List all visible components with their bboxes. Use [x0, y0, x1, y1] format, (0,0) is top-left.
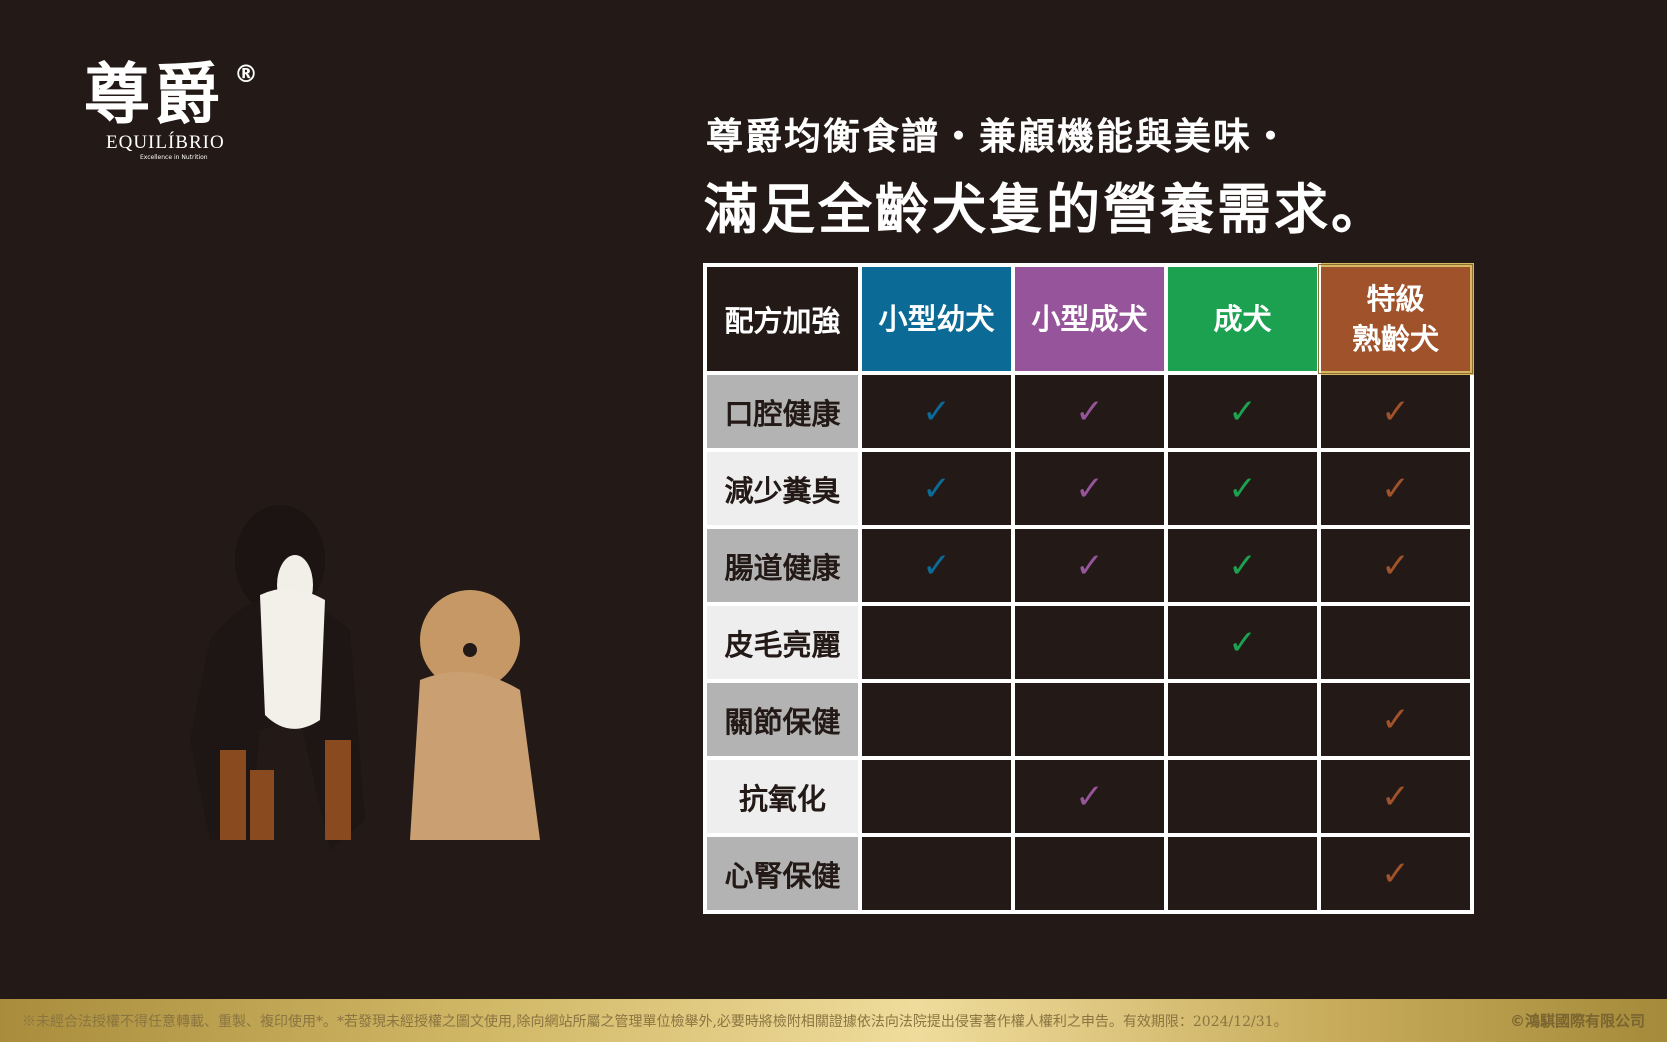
checkmark-icon: ✓: [1228, 545, 1257, 586]
brand-logo: 尊爵 ® EQUILÍBRIO Excellence in Nutrition: [84, 58, 264, 161]
table-cell: ✓: [1011, 371, 1168, 452]
table-cell: [858, 833, 1015, 914]
table-cell: [858, 679, 1015, 760]
formula-comparison-table: 配方加強 小型幼犬 小型成犬 成犬 特級 熟齡犬 口腔健康 ✓ ✓ ✓ ✓ 減少糞臭 ✓ ✓ ✓ ✓ 腸道健康…: [703, 263, 1474, 914]
checkmark-icon: ✓: [922, 391, 951, 432]
table-row: 減少糞臭 ✓ ✓ ✓ ✓: [703, 448, 1474, 529]
checkmark-icon: ✓: [1228, 622, 1257, 663]
table-row: 皮毛亮麗 ✓: [703, 602, 1474, 683]
table-header-row: 配方加強 小型幼犬 小型成犬 成犬 特級 熟齡犬: [703, 263, 1474, 375]
table-cell: ✓: [1317, 525, 1474, 606]
table-cell: [1164, 756, 1321, 837]
table-cell: [858, 602, 1015, 683]
table-cell: ✓: [1011, 525, 1168, 606]
column-header: 小型幼犬: [858, 263, 1015, 375]
row-label: 減少糞臭: [703, 448, 862, 529]
table-cell: ✓: [1164, 448, 1321, 529]
row-label: 皮毛亮麗: [703, 602, 862, 683]
logo-english: EQUILÍBRIO: [106, 132, 225, 153]
footer-bar: ※未經合法授權不得任意轉載、重製、複印使用*。*若發現未經授權之圖文使用,除向網…: [0, 999, 1667, 1042]
table-cell: ✓: [1317, 756, 1474, 837]
column-header: 特級 熟齡犬: [1317, 263, 1474, 375]
logo-tagline: Excellence in Nutrition: [140, 154, 208, 161]
table-cell: [1164, 679, 1321, 760]
checkmark-icon: ✓: [1381, 468, 1410, 509]
table-cell: ✓: [1164, 602, 1321, 683]
table-cell: [1011, 833, 1168, 914]
row-label: 抗氧化: [703, 756, 862, 837]
checkmark-icon: ✓: [1228, 391, 1257, 432]
table-row: 關節保健 ✓: [703, 679, 1474, 760]
checkmark-icon: ✓: [1381, 853, 1410, 894]
golden-puppy-image: [410, 590, 540, 840]
checkmark-icon: ✓: [1381, 545, 1410, 586]
table-cell: ✓: [858, 525, 1015, 606]
table-cell: ✓: [1011, 756, 1168, 837]
table-cell: ✓: [1011, 448, 1168, 529]
registered-mark: ®: [234, 60, 258, 88]
checkmark-icon: ✓: [1075, 468, 1104, 509]
table-cell: ✓: [1164, 525, 1321, 606]
table-cell: [1317, 602, 1474, 683]
table-cell: [1164, 833, 1321, 914]
company-copyright: ©鴻騏國際有限公司: [1509, 1012, 1645, 1030]
row-label: 口腔健康: [703, 371, 862, 452]
checkmark-icon: ✓: [1381, 699, 1410, 740]
checkmark-icon: ✓: [1075, 391, 1104, 432]
table-cell: [1011, 602, 1168, 683]
row-label: 關節保健: [703, 679, 862, 760]
column-header: 成犬: [1164, 263, 1321, 375]
headline-line1: 尊爵均衡食譜・兼顧機能與美味・: [706, 115, 1291, 158]
table-row: 口腔健康 ✓ ✓ ✓ ✓: [703, 371, 1474, 452]
column-header: 小型成犬: [1011, 263, 1168, 375]
row-label: 腸道健康: [703, 525, 862, 606]
checkmark-icon: ✓: [922, 468, 951, 509]
table-row: 抗氧化 ✓ ✓: [703, 756, 1474, 837]
table-cell: ✓: [1317, 371, 1474, 452]
table-cell: ✓: [1317, 679, 1474, 760]
checkmark-icon: ✓: [1075, 545, 1104, 586]
bernese-dog-image: [190, 505, 365, 850]
table-cell: [1011, 679, 1168, 760]
table-row: 腸道健康 ✓ ✓ ✓ ✓: [703, 525, 1474, 606]
checkmark-icon: ✓: [1075, 776, 1104, 817]
headline-line2: 滿足全齡犬隻的營養需求。: [704, 178, 1388, 241]
checkmark-icon: ✓: [1228, 468, 1257, 509]
logo-chinese: 尊爵: [84, 55, 224, 133]
corner-header: 配方加強: [703, 263, 862, 375]
row-label: 心腎保健: [703, 833, 862, 914]
dogs-image: [190, 505, 540, 850]
table-row: 心腎保健 ✓: [703, 833, 1474, 914]
table-cell: ✓: [1317, 448, 1474, 529]
table-cell: ✓: [1317, 833, 1474, 914]
checkmark-icon: ✓: [922, 545, 951, 586]
table-cell: ✓: [858, 448, 1015, 529]
checkmark-icon: ✓: [1381, 776, 1410, 817]
checkmark-icon: ✓: [1381, 391, 1410, 432]
table-cell: ✓: [858, 371, 1015, 452]
table-cell: ✓: [1164, 371, 1321, 452]
copyright-notice: ※未經合法授權不得任意轉載、重製、複印使用*。*若發現未經授權之圖文使用,除向網…: [22, 1013, 1288, 1030]
table-cell: [858, 756, 1015, 837]
